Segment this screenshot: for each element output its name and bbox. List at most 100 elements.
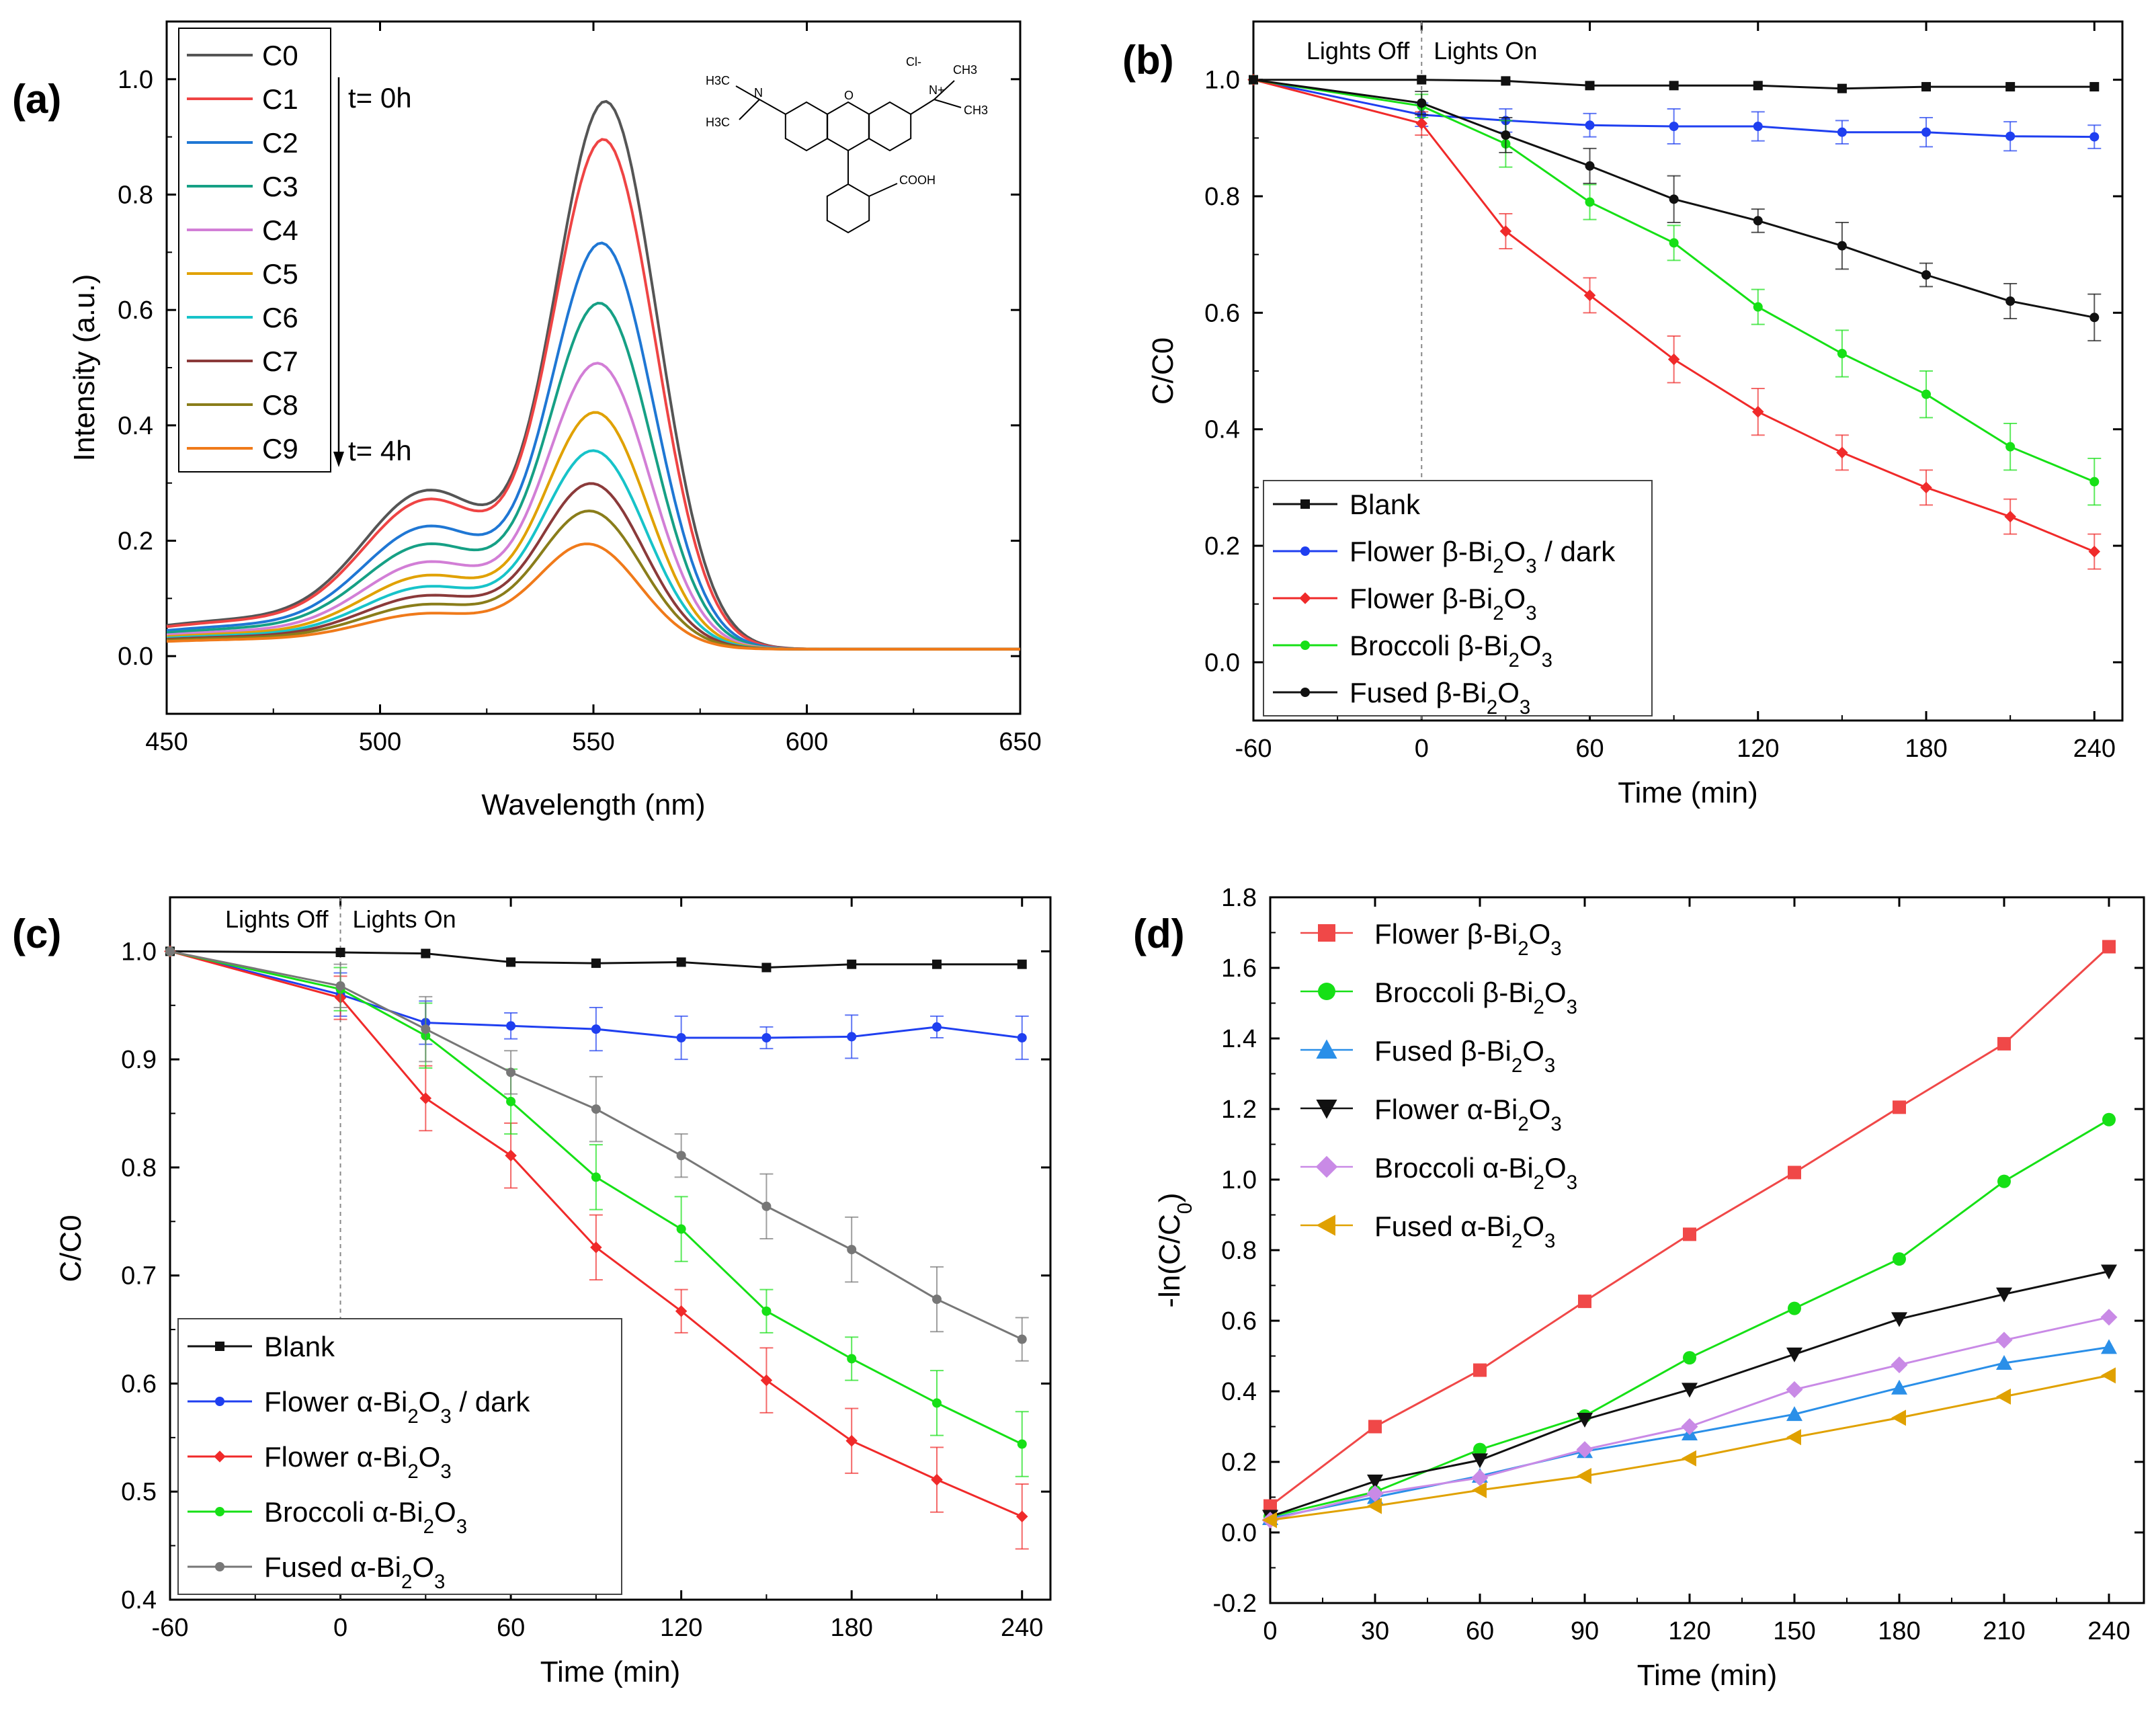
legend-label-C5: C5 [262, 258, 298, 290]
subscript: 2 [1487, 696, 1497, 719]
y-axis-label: -ln(C/C0) [1153, 1192, 1196, 1307]
data-point [1788, 1301, 1801, 1315]
x-tick-label: -60 [1235, 735, 1272, 763]
y-tick-label: 0.6 [121, 1370, 157, 1398]
x-tick-label: 240 [2073, 735, 2116, 763]
subscript: 3 [1520, 696, 1530, 719]
data-point [1577, 1413, 1593, 1428]
text-part: Fused α-Bi [1374, 1211, 1511, 1242]
legend-marker [215, 1507, 224, 1516]
data-point [1786, 1429, 1801, 1446]
subscript: 3 [1567, 996, 1577, 1018]
subscript: 2 [1534, 996, 1544, 1018]
y-tick-label: 0.4 [118, 412, 153, 440]
data-point [931, 1398, 942, 1408]
annotation-t4: t= 4h [348, 435, 412, 466]
series-line [1253, 79, 2095, 483]
y-tick-label: 0.5 [121, 1478, 157, 1506]
subscript: 2 [407, 1461, 418, 1483]
legend-label-Flower α-Bi2O3: Flower α-Bi2O3 [1374, 1094, 1562, 1135]
data-point [421, 1024, 431, 1034]
x-tick-label: 120 [1668, 1617, 1710, 1645]
data-point [1669, 238, 1679, 248]
data-point [1893, 1252, 1906, 1266]
data-point [2102, 940, 2116, 954]
x-tick-label: 120 [660, 1614, 702, 1642]
text-part: ) [1153, 1192, 1186, 1202]
data-point [2005, 82, 2016, 92]
x-tick-label: 180 [830, 1614, 872, 1642]
legend-label-Fused α-Bi2O3: Fused α-Bi2O3 [264, 1551, 445, 1593]
data-point [165, 946, 175, 956]
data-point [1367, 1498, 1382, 1514]
x-tick-label: 210 [1983, 1617, 2025, 1645]
data-point [1836, 446, 1848, 459]
data-point [421, 948, 431, 958]
bond [868, 183, 898, 197]
data-point [1753, 216, 1763, 226]
text-part: Flower α-Bi [264, 1386, 407, 1418]
x-tick-label: 180 [1905, 735, 1947, 763]
panel-label: (c) [12, 911, 61, 956]
data-point [1683, 1227, 1696, 1241]
legend-label-Fused β-Bi2O3: Fused β-Bi2O3 [1350, 677, 1530, 719]
legend-marker [1300, 688, 1310, 697]
data-point [1262, 1512, 1277, 1528]
spectrum-C9 [166, 542, 1020, 651]
legend-marker [215, 1342, 224, 1351]
x-tick-label: 60 [1466, 1617, 1494, 1645]
y-axis-label: C/C0 [1147, 337, 1179, 405]
text-part: O [1544, 977, 1567, 1008]
x-tick-label: 650 [999, 728, 1041, 756]
data-point [1891, 1379, 1907, 1395]
data-point [506, 957, 516, 967]
data-point [1249, 75, 1258, 85]
data-point [506, 1096, 516, 1106]
data-point [1920, 481, 1932, 494]
data-point [1786, 1381, 1803, 1398]
legend-label-Blank: Blank [1350, 489, 1421, 520]
data-point [1473, 1363, 1487, 1377]
bond [934, 99, 962, 108]
text-part: Broccoli α-Bi [264, 1496, 423, 1528]
data-point [1417, 75, 1427, 85]
y-tick-label: 0.2 [1221, 1448, 1257, 1477]
y-tick-label: -0.2 [1213, 1590, 1257, 1618]
y-tick-label: 0.8 [1221, 1237, 1257, 1265]
data-point [591, 958, 601, 969]
mol-label-h3c: H3C [706, 74, 730, 87]
data-point [2089, 82, 2100, 92]
data-point [1415, 117, 1428, 130]
y-tick-label: 0.8 [1204, 183, 1240, 211]
y-tick-label: 0.7 [121, 1262, 157, 1290]
data-point [1921, 127, 1932, 137]
data-point [845, 1434, 858, 1447]
subscript: 2 [1493, 555, 1503, 577]
annotation-lights-on: Lights On [353, 905, 456, 933]
legend-label-Flower α-Bi2O3 / dark: Flower α-Bi2O3 / dark [264, 1386, 530, 1428]
mol-label-h3c-2: H3C [706, 116, 730, 129]
data-point [931, 1473, 943, 1486]
x-tick-label: 30 [1361, 1617, 1389, 1645]
annotation-lights-off: Lights Off [225, 905, 329, 933]
panel-a: 450 500 550 600 650 0.0 0.2 0.4 0.6 0.8 1.0 (a) Wave… [12, 20, 1042, 821]
mol-label-ch3: CH3 [953, 63, 977, 77]
data-point [1996, 1287, 2012, 1303]
mol-label-cl: Cl- [906, 55, 921, 69]
data-point [1017, 1439, 1027, 1449]
series-Fused α-Bi2O3 [1262, 1367, 2116, 1528]
data-point [590, 1241, 602, 1254]
x-tick-label: 0 [333, 1614, 347, 1642]
subscript: 3 [1550, 938, 1561, 960]
data-point [1367, 1474, 1383, 1489]
data-point [2101, 1367, 2116, 1384]
data-point [676, 1151, 686, 1161]
mol-label-ch3-2: CH3 [964, 104, 988, 117]
data-point [1753, 122, 1763, 131]
y-tick-label: 0.8 [118, 181, 153, 210]
data-point [591, 1104, 601, 1114]
data-point [1786, 1406, 1802, 1422]
y-tick-label: 0.2 [118, 528, 153, 556]
legend-marker [1316, 1100, 1337, 1119]
x-tick-label: 240 [2087, 1617, 2130, 1645]
